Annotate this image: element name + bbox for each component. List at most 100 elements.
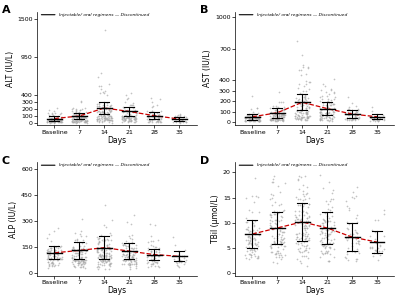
Point [353, 257, 360, 262]
Point [178, 119, 185, 124]
Point [268, 118, 274, 123]
Point [300, 62, 307, 67]
Point [120, 114, 126, 119]
Point [119, 253, 125, 258]
Point [250, 118, 257, 123]
Point [78, 118, 85, 123]
Point [255, 117, 262, 122]
Point [78, 115, 84, 119]
Point [122, 252, 129, 257]
Point [150, 257, 156, 262]
Point [324, 117, 330, 122]
Point [256, 118, 262, 123]
Point [327, 103, 334, 108]
Point [251, 115, 258, 119]
Point [74, 259, 81, 264]
Point [328, 119, 335, 123]
Point [278, 214, 284, 219]
Point [372, 117, 378, 122]
Point [57, 255, 64, 260]
Point [324, 202, 331, 206]
Point [302, 117, 308, 122]
Point [177, 119, 184, 124]
Point [303, 113, 310, 118]
Point [102, 258, 108, 263]
Point [82, 249, 89, 254]
Point [144, 254, 150, 259]
Point [326, 252, 333, 257]
Point [58, 244, 64, 248]
Point [76, 251, 82, 256]
Point [103, 255, 109, 259]
Point [44, 236, 50, 240]
Point [106, 104, 113, 109]
Point [375, 257, 381, 262]
Point [170, 235, 176, 240]
Point [304, 215, 310, 220]
Point [280, 116, 286, 121]
Point [322, 218, 328, 223]
Point [76, 243, 83, 248]
Point [302, 233, 309, 238]
Point [295, 117, 301, 122]
Point [245, 118, 252, 123]
Point [306, 214, 312, 219]
Point [246, 234, 253, 238]
Point [158, 116, 165, 120]
Point [152, 116, 158, 121]
Point [56, 118, 63, 123]
Point [323, 228, 329, 233]
Point [108, 217, 115, 222]
Point [319, 116, 325, 121]
Point [76, 118, 82, 123]
Point [305, 218, 312, 223]
Point [119, 117, 125, 122]
Point [242, 252, 249, 257]
Point [125, 95, 131, 100]
Point [132, 116, 138, 121]
Point [304, 65, 311, 70]
Point [251, 118, 257, 123]
Point [83, 241, 89, 246]
Point [81, 255, 88, 259]
Point [101, 237, 108, 242]
Point [297, 246, 303, 250]
Point [100, 118, 107, 123]
Point [103, 106, 109, 110]
Point [80, 116, 86, 120]
Point [278, 113, 285, 117]
Point [246, 251, 252, 256]
Point [276, 112, 282, 117]
Point [302, 96, 308, 101]
Point [126, 116, 133, 121]
Point [44, 260, 51, 265]
Point [80, 115, 86, 120]
Point [70, 106, 76, 111]
Point [275, 183, 281, 188]
Point [132, 119, 139, 123]
Point [355, 240, 362, 245]
Point [73, 120, 80, 125]
Point [345, 233, 352, 238]
Point [103, 117, 109, 122]
Point [50, 251, 56, 256]
Point [272, 240, 278, 245]
Point [247, 252, 254, 257]
Point [70, 114, 76, 119]
Point [148, 249, 154, 254]
Point [156, 116, 162, 120]
Point [73, 108, 79, 113]
Point [298, 241, 304, 246]
Point [293, 215, 300, 220]
Point [58, 111, 64, 116]
Point [318, 249, 324, 254]
Point [317, 115, 323, 120]
Point [80, 259, 86, 264]
Point [172, 242, 178, 247]
Point [247, 114, 254, 119]
Point [50, 253, 56, 258]
Point [326, 259, 332, 263]
Point [343, 112, 349, 116]
Point [326, 245, 332, 250]
Point [156, 253, 162, 258]
